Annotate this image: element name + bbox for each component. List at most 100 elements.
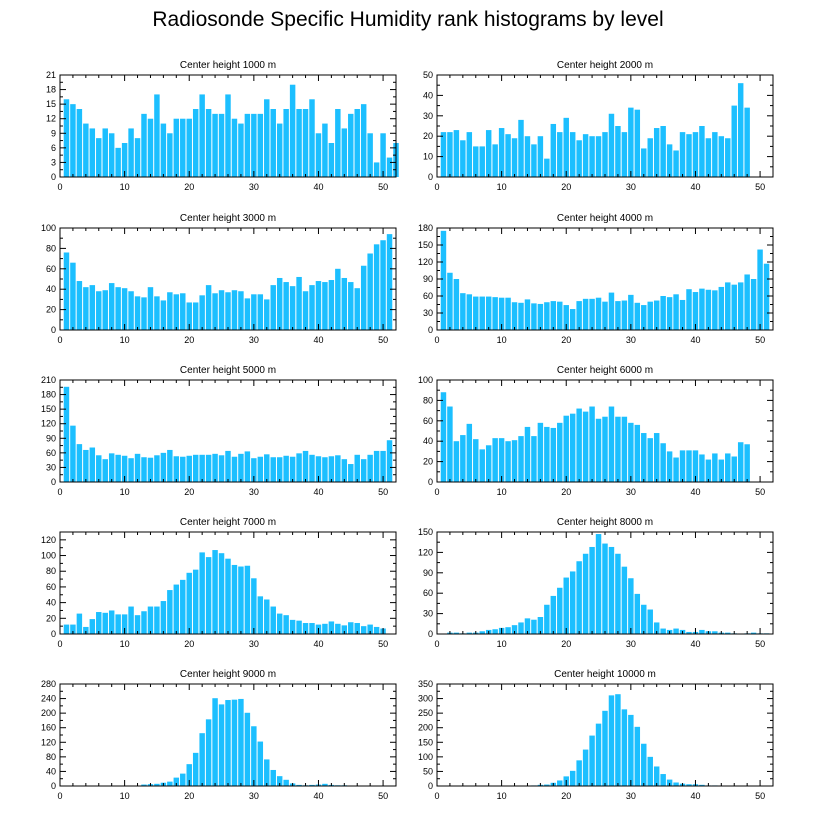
y-tick-label: 60 xyxy=(46,264,56,274)
histogram-bar xyxy=(466,294,473,330)
histogram-bar xyxy=(128,128,134,177)
histogram-bar xyxy=(608,406,615,482)
y-tick-label: 60 xyxy=(46,448,56,458)
x-tick-label: 20 xyxy=(184,182,194,192)
histogram-bar xyxy=(173,777,180,786)
histogram-bar xyxy=(550,123,557,177)
histogram-bar xyxy=(192,569,199,634)
histogram-bar xyxy=(160,452,167,482)
histogram-bar xyxy=(679,132,686,177)
histogram-bar xyxy=(231,118,238,177)
histogram-bar xyxy=(70,624,76,634)
x-tick-label: 20 xyxy=(184,487,194,497)
histogram-bar xyxy=(660,628,666,634)
histogram-bar xyxy=(115,147,121,177)
histogram-bar xyxy=(505,627,511,634)
y-tick-label: 120 xyxy=(418,547,433,557)
histogram-bar xyxy=(380,240,386,330)
histogram-bar xyxy=(341,277,348,330)
histogram-bar xyxy=(141,611,147,634)
histogram-bar xyxy=(89,619,96,634)
histogram-bar xyxy=(212,698,218,786)
histogram-bar xyxy=(360,459,367,482)
y-tick-label: 120 xyxy=(418,257,433,267)
histogram-bar xyxy=(557,780,563,786)
histogram-bar xyxy=(134,296,141,330)
histogram-bar xyxy=(348,622,354,634)
histogram-bar xyxy=(380,450,386,482)
histogram-bar xyxy=(257,741,264,786)
y-tick-label: 100 xyxy=(41,551,56,561)
histogram-bar xyxy=(492,438,498,482)
histogram-bar xyxy=(582,298,589,330)
histogram-bar xyxy=(660,774,666,786)
histogram-bar xyxy=(309,623,315,634)
histogram-bar xyxy=(328,621,335,634)
histogram-bar xyxy=(725,632,731,634)
histogram-bar xyxy=(102,128,108,177)
histogram-bar xyxy=(322,282,328,330)
histogram-bar xyxy=(276,123,283,177)
histogram-bar xyxy=(154,455,160,482)
y-tick-label: 350 xyxy=(418,679,433,689)
x-tick-label: 50 xyxy=(378,335,388,345)
histogram-bar xyxy=(550,595,557,634)
histogram-bar xyxy=(360,626,367,634)
y-tick-label: 0 xyxy=(428,325,433,335)
histogram-bar xyxy=(621,566,628,634)
x-tick-label: 10 xyxy=(497,639,507,649)
y-tick-label: 90 xyxy=(46,433,56,443)
histogram-bar xyxy=(524,136,531,177)
x-tick-label: 10 xyxy=(120,639,130,649)
histogram-bar xyxy=(205,454,212,482)
histogram-bar xyxy=(108,610,115,634)
histogram-bar xyxy=(660,443,666,482)
x-tick-label: 30 xyxy=(249,487,259,497)
histogram-bar xyxy=(705,138,712,177)
histogram-bar xyxy=(466,132,473,177)
histogram-bar xyxy=(115,287,121,330)
y-tick-label: 200 xyxy=(41,708,56,718)
x-tick-label: 20 xyxy=(184,791,194,801)
histogram-bar xyxy=(485,130,492,177)
histogram-bar xyxy=(225,700,231,786)
y-tick-label: 100 xyxy=(418,752,433,762)
histogram-bar xyxy=(205,719,212,786)
histogram-bar xyxy=(505,134,511,177)
histogram-bar xyxy=(348,282,354,330)
y-tick-label: 50 xyxy=(423,70,433,80)
x-tick-label: 50 xyxy=(378,639,388,649)
histogram-bar xyxy=(615,553,621,634)
histogram-bar xyxy=(576,760,582,786)
x-tick-label: 30 xyxy=(626,639,636,649)
histogram-bar xyxy=(440,392,447,482)
histogram-bar xyxy=(289,456,296,482)
histogram-bar xyxy=(666,144,673,177)
x-tick-label: 30 xyxy=(249,182,259,192)
histogram-bar xyxy=(615,301,621,330)
histogram-bar xyxy=(447,132,453,177)
histogram-bar xyxy=(505,441,511,482)
x-tick-label: 40 xyxy=(690,182,700,192)
histogram-bar xyxy=(251,458,257,482)
histogram-bar xyxy=(96,138,102,177)
histogram-bar xyxy=(231,564,238,634)
y-tick-label: 10 xyxy=(423,152,433,162)
y-tick-label: 120 xyxy=(41,535,56,545)
histogram-bar xyxy=(602,132,608,177)
histogram-bar xyxy=(173,584,180,634)
y-tick-label: 150 xyxy=(41,404,56,414)
histogram-bar xyxy=(544,784,550,786)
histogram-bar xyxy=(322,783,328,786)
histogram-bar xyxy=(498,438,505,482)
histogram-bar xyxy=(511,138,518,177)
histogram-bar xyxy=(70,262,76,330)
y-tick-label: 240 xyxy=(41,694,56,704)
x-tick-label: 50 xyxy=(755,639,765,649)
histogram-bar xyxy=(360,265,367,330)
histogram-bar xyxy=(647,301,653,330)
x-tick-label: 50 xyxy=(755,487,765,497)
histogram-bar xyxy=(744,107,750,177)
histogram-bar xyxy=(373,244,380,330)
histogram-bar xyxy=(544,302,550,330)
